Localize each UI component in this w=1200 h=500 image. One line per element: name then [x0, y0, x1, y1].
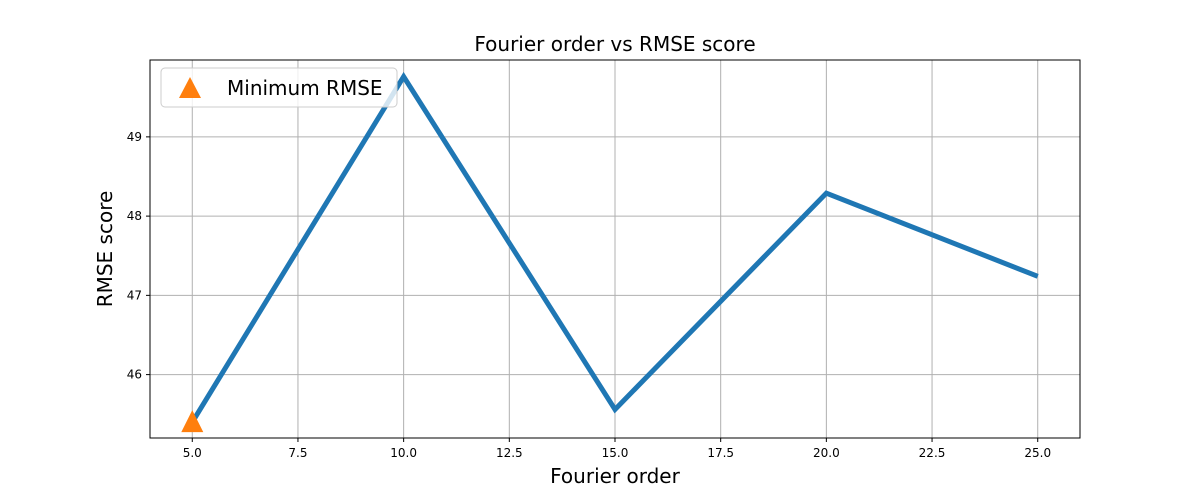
- series-layer: [190, 71, 1039, 424]
- legend-label-minimum-rmse: Minimum RMSE: [227, 76, 383, 100]
- minimum-rmse-triangle-marker: [181, 410, 204, 433]
- marker-layer: [181, 410, 204, 433]
- legend-triangle-icon: [179, 77, 201, 98]
- y-tick-label: 48: [127, 209, 142, 223]
- y-axis-label: RMSE score: [93, 191, 117, 308]
- y-axis-ticks: 46 47 48 49: [127, 130, 150, 382]
- x-tick-label: 10.0: [390, 446, 417, 460]
- rmse-series-line: [190, 71, 1039, 424]
- y-tick-label: 49: [127, 130, 142, 144]
- x-tick-label: 20.0: [813, 446, 840, 460]
- grid: [150, 60, 1080, 438]
- x-axis-label: Fourier order: [550, 464, 680, 488]
- x-axis-ticks: 5.0 7.5 10.0 12.5 15.0 17.5 20.0 22.5 25.0: [183, 438, 1051, 460]
- x-tick-label: 7.5: [288, 446, 307, 460]
- x-tick-label: 15.0: [602, 446, 629, 460]
- x-tick-label: 5.0: [183, 446, 202, 460]
- x-tick-label: 17.5: [707, 446, 734, 460]
- x-tick-label: 25.0: [1024, 446, 1051, 460]
- legend-box: [160, 67, 398, 108]
- x-tick-label: 22.5: [919, 446, 946, 460]
- y-tick-label: 47: [127, 288, 142, 302]
- y-tick-label: 46: [127, 368, 142, 382]
- x-tick-label: 12.5: [496, 446, 523, 460]
- chart-title: Fourier order vs RMSE score: [474, 32, 755, 56]
- legend: Minimum RMSE: [160, 67, 398, 108]
